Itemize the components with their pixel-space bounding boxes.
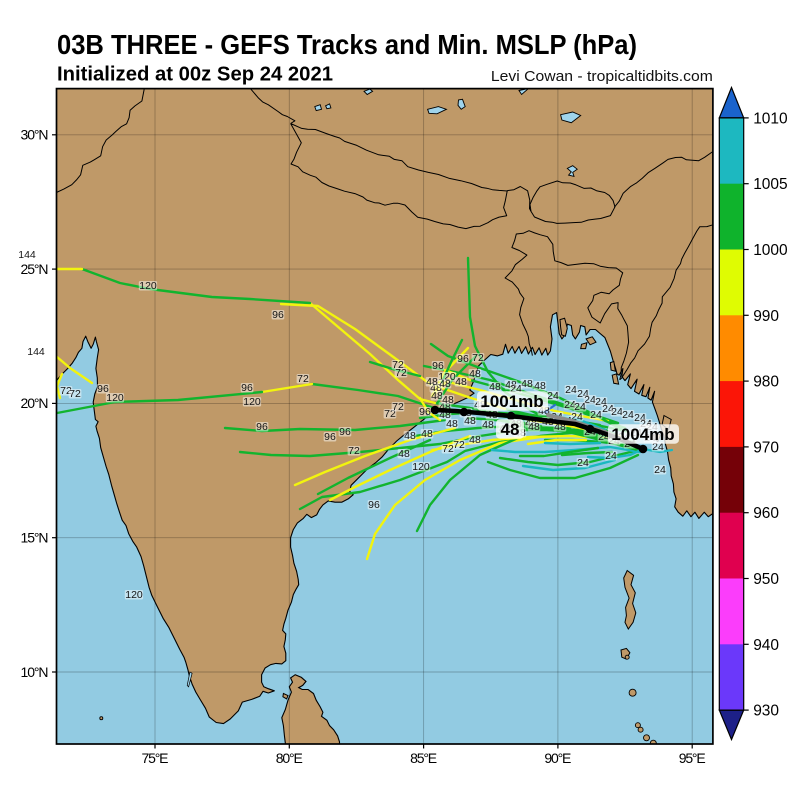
svg-text:48: 48 bbox=[554, 421, 566, 433]
svg-text:940: 940 bbox=[753, 637, 779, 654]
svg-text:30°N: 30°N bbox=[21, 127, 49, 143]
svg-text:48: 48 bbox=[439, 401, 451, 413]
svg-text:72: 72 bbox=[60, 385, 72, 397]
svg-text:75°E: 75°E bbox=[142, 750, 169, 766]
svg-text:970: 970 bbox=[753, 439, 779, 456]
svg-text:24: 24 bbox=[564, 399, 576, 411]
svg-text:72: 72 bbox=[442, 443, 454, 455]
svg-text:72: 72 bbox=[392, 359, 404, 371]
svg-text:120: 120 bbox=[412, 461, 430, 473]
svg-text:48: 48 bbox=[489, 381, 501, 393]
svg-text:48: 48 bbox=[421, 428, 433, 440]
svg-text:48: 48 bbox=[431, 390, 443, 402]
svg-text:48: 48 bbox=[404, 430, 416, 442]
svg-text:48: 48 bbox=[469, 368, 481, 380]
svg-text:24: 24 bbox=[577, 457, 589, 469]
svg-text:24: 24 bbox=[565, 384, 577, 396]
svg-text:960: 960 bbox=[753, 505, 779, 522]
svg-text:Levi Cowan - tropicaltidbits.c: Levi Cowan - tropicaltidbits.com bbox=[491, 69, 713, 85]
svg-text:120: 120 bbox=[125, 589, 143, 601]
svg-text:120: 120 bbox=[106, 392, 124, 404]
svg-text:96: 96 bbox=[241, 382, 253, 394]
svg-text:48: 48 bbox=[538, 405, 550, 417]
svg-text:1010: 1010 bbox=[753, 110, 788, 127]
svg-text:24: 24 bbox=[510, 383, 522, 395]
svg-text:96: 96 bbox=[272, 309, 284, 321]
svg-text:48: 48 bbox=[455, 376, 467, 388]
svg-text:48: 48 bbox=[505, 379, 517, 391]
svg-text:80°E: 80°E bbox=[276, 750, 303, 766]
svg-text:48: 48 bbox=[482, 419, 494, 431]
svg-text:96: 96 bbox=[368, 499, 380, 511]
svg-text:48: 48 bbox=[439, 378, 451, 390]
svg-text:144: 144 bbox=[18, 249, 36, 261]
svg-text:96: 96 bbox=[256, 421, 268, 433]
svg-text:96: 96 bbox=[419, 406, 431, 418]
svg-text:120: 120 bbox=[438, 371, 456, 383]
svg-text:930: 930 bbox=[753, 703, 779, 720]
svg-text:950: 950 bbox=[753, 571, 779, 588]
svg-text:24: 24 bbox=[634, 412, 646, 424]
svg-text:95°E: 95°E bbox=[679, 750, 706, 766]
svg-text:144: 144 bbox=[27, 346, 45, 358]
svg-text:Initialized at 00z Sep 24 2021: Initialized at 00z Sep 24 2021 bbox=[57, 63, 333, 86]
svg-text:72: 72 bbox=[297, 373, 309, 385]
svg-text:03B THREE - GEFS Tracks and Mi: 03B THREE - GEFS Tracks and Min. MSLP (h… bbox=[57, 29, 637, 60]
svg-text:72: 72 bbox=[384, 408, 396, 420]
svg-text:48: 48 bbox=[525, 417, 537, 429]
svg-text:24: 24 bbox=[574, 401, 586, 413]
svg-text:48: 48 bbox=[439, 409, 451, 421]
svg-text:24: 24 bbox=[595, 396, 607, 408]
svg-text:1005: 1005 bbox=[753, 176, 787, 193]
svg-text:72: 72 bbox=[69, 388, 81, 400]
svg-text:1004mb: 1004mb bbox=[611, 425, 674, 444]
svg-text:48: 48 bbox=[534, 380, 546, 392]
svg-text:24: 24 bbox=[577, 388, 589, 400]
svg-text:48: 48 bbox=[426, 376, 438, 388]
svg-text:10°N: 10°N bbox=[21, 664, 49, 680]
svg-text:48: 48 bbox=[469, 434, 481, 446]
svg-text:24: 24 bbox=[547, 390, 559, 402]
svg-text:85°E: 85°E bbox=[410, 750, 437, 766]
svg-text:90°E: 90°E bbox=[544, 750, 571, 766]
svg-text:24: 24 bbox=[584, 394, 596, 406]
svg-text:25°N: 25°N bbox=[21, 261, 49, 277]
svg-text:48: 48 bbox=[398, 448, 410, 460]
svg-text:48: 48 bbox=[521, 378, 533, 390]
svg-text:72: 72 bbox=[453, 439, 465, 451]
svg-text:48: 48 bbox=[446, 418, 458, 430]
svg-text:24: 24 bbox=[640, 418, 652, 430]
svg-text:120: 120 bbox=[139, 280, 157, 292]
svg-text:96: 96 bbox=[97, 383, 109, 395]
svg-text:24: 24 bbox=[602, 403, 614, 415]
svg-text:96: 96 bbox=[324, 431, 336, 443]
svg-text:96: 96 bbox=[339, 426, 351, 438]
svg-text:24: 24 bbox=[571, 411, 583, 423]
svg-text:1000: 1000 bbox=[753, 242, 788, 259]
svg-text:72: 72 bbox=[348, 445, 360, 457]
svg-text:24: 24 bbox=[652, 441, 664, 453]
svg-text:120: 120 bbox=[243, 396, 261, 408]
svg-text:72: 72 bbox=[472, 352, 484, 364]
svg-text:24: 24 bbox=[654, 464, 666, 476]
svg-text:72: 72 bbox=[392, 401, 404, 413]
svg-text:15°N: 15°N bbox=[21, 530, 49, 546]
svg-text:96: 96 bbox=[432, 360, 444, 372]
svg-text:48: 48 bbox=[528, 421, 540, 433]
svg-text:20°N: 20°N bbox=[21, 395, 49, 411]
svg-text:48: 48 bbox=[501, 420, 520, 439]
svg-text:990: 990 bbox=[753, 308, 779, 325]
svg-text:24: 24 bbox=[598, 431, 610, 443]
svg-text:96: 96 bbox=[457, 353, 469, 365]
svg-text:48: 48 bbox=[442, 394, 454, 406]
svg-text:980: 980 bbox=[753, 374, 779, 391]
svg-text:24: 24 bbox=[590, 409, 602, 421]
svg-text:72: 72 bbox=[395, 367, 407, 379]
svg-text:1001mb: 1001mb bbox=[480, 392, 543, 411]
svg-text:24: 24 bbox=[622, 409, 634, 421]
svg-text:24: 24 bbox=[611, 406, 623, 418]
svg-text:48: 48 bbox=[464, 415, 476, 427]
svg-text:48: 48 bbox=[430, 382, 442, 394]
svg-text:24: 24 bbox=[605, 450, 617, 462]
